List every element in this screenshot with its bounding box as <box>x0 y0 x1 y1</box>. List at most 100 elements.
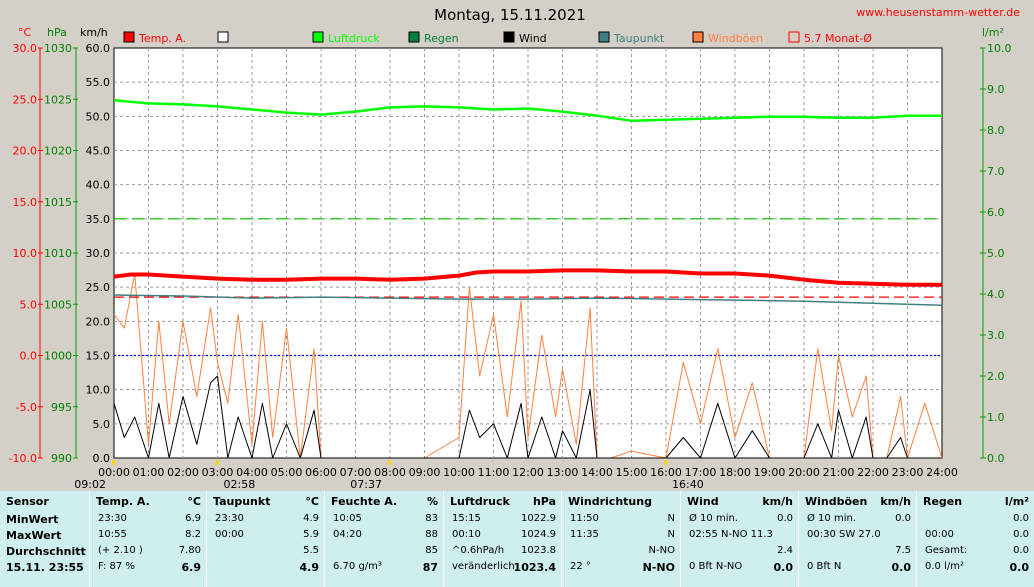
stats-column: Feuchte A.% 10:05 83 04:20 88 85 6.70 g/m³ 87 <box>324 491 444 587</box>
press-tick-label: 1015 <box>44 196 72 209</box>
stats-cell-value: 85 <box>425 545 438 556</box>
press-tick-label: 1005 <box>44 298 72 311</box>
stats-cell-value: 88 <box>425 529 438 540</box>
stats-cell-label: 04:20 <box>333 529 362 540</box>
unit-temp: °C <box>18 26 32 39</box>
rain-tick-label: 1.0 <box>987 411 1005 424</box>
series-luftdruck <box>113 99 942 123</box>
marker-tick <box>388 460 391 465</box>
x-tick-label: 17:00 <box>685 466 717 479</box>
temp-tick-label: 20.0 <box>13 145 38 158</box>
x-tick-label: 21:00 <box>823 466 855 479</box>
stats-cell-value: 6.9 <box>181 561 202 574</box>
marker-label: 02:58 <box>224 478 256 491</box>
rain-tick-label: 5.0 <box>987 247 1005 260</box>
unit-wind: km/h <box>80 26 108 39</box>
stats-cell-value: N <box>667 529 675 540</box>
temp-tick-label: 25.0 <box>13 93 38 106</box>
stats-header: Temp. A. <box>96 495 150 508</box>
marker-label: 09:02 <box>74 478 106 491</box>
unit-rain: l/m² <box>982 26 1004 39</box>
stats-cell-value: N-NO <box>642 561 675 574</box>
row-label-max: MaxWert <box>6 529 62 542</box>
x-tick-label: 16:00 <box>650 466 682 479</box>
stats-cell-label: 02:55 N-NO 11.3 <box>689 529 773 540</box>
temp-tick-label: 15.0 <box>13 196 38 209</box>
wind-tick-label: 50.0 <box>86 110 111 123</box>
stats-cell-value: 8.2 <box>185 529 201 540</box>
legend-label: Taupunkt <box>613 32 665 45</box>
stats-cell-value: 7.80 <box>178 545 201 556</box>
rain-tick-label: 7.0 <box>987 165 1005 178</box>
rain-tick-label: 4.0 <box>987 288 1005 301</box>
stats-unit: km/h <box>880 495 911 508</box>
unit-press: hPa <box>47 26 67 39</box>
stats-unit: °C <box>305 495 319 508</box>
stats-cell-value: 0.0 <box>891 561 912 574</box>
marker-tick <box>215 460 219 465</box>
stats-cell-label: Gesamt: <box>925 545 968 556</box>
stats-cell-value: 2.4 <box>777 545 793 556</box>
marker-label: 16:40 <box>672 478 704 491</box>
stats-cell-label: (+ 2.10 ) <box>98 545 143 556</box>
temp-tick-label: 0.0 <box>20 350 38 363</box>
stats-unit: % <box>426 495 438 508</box>
series-windb-en <box>113 273 943 459</box>
stats-cell-value: 4.9 <box>299 561 320 574</box>
stats-row-labels: Sensor MinWert MaxWert Durchschnitt 15.1… <box>0 491 89 587</box>
stats-cell-label: Ø 10 min. <box>807 513 856 524</box>
rain-tick-label: 6.0 <box>987 206 1005 219</box>
legend-item: Regen <box>408 31 459 45</box>
x-tick-label: 24:00 <box>926 466 958 479</box>
legend-label: Temp. A. <box>138 32 186 45</box>
stats-cell-value: 0.0 <box>1013 545 1029 556</box>
row-label-sensor: Sensor <box>6 495 49 508</box>
temp-tick-label: 5.0 <box>20 298 38 311</box>
legend-label: Wind <box>519 32 547 45</box>
legend-swatch <box>692 31 704 43</box>
x-tick-label: 18:00 <box>719 466 751 479</box>
stats-column: Windböen km/h Ø 10 min. 0.0 00:30 SW 27.0 7.5… <box>798 491 917 587</box>
x-tick-label: 19:00 <box>754 466 786 479</box>
x-tick-label: 15:00 <box>616 466 648 479</box>
stats-cell-label: 0 Bft N <box>807 561 842 572</box>
press-tick-label: 1030 <box>44 42 72 55</box>
temp-tick-label: 30.0 <box>13 42 38 55</box>
legend-item: Wind <box>503 31 547 45</box>
wind-tick-label: 0.0 <box>93 452 111 465</box>
legend-item: Temp. A. <box>123 31 186 45</box>
stats-cell-label: 0 Bft N-NO <box>689 561 743 572</box>
legend-swatch <box>598 31 610 43</box>
series-wind <box>113 375 942 459</box>
x-tick-label: 05:00 <box>271 466 303 479</box>
legend-swatch <box>788 31 800 43</box>
rain-tick-label: 10.0 <box>987 42 1012 55</box>
row-label-min: MinWert <box>6 513 59 526</box>
stats-cell-value: 7.5 <box>895 545 911 556</box>
wind-tick-label: 20.0 <box>86 315 111 328</box>
stats-header: Windrichtung <box>568 495 652 508</box>
stats-cell-label: 22 ° <box>570 561 591 572</box>
stats-column: Wind km/h Ø 10 min. 0.0 02:55 N-NO 11.3 2.4 0 … <box>680 491 799 587</box>
row-label-current: 15.11. 23:55 <box>6 561 84 574</box>
stats-unit: hPa <box>532 495 556 508</box>
stats-cell-label: 00:30 SW 27.0 <box>807 529 881 540</box>
press-tick-label: 1010 <box>44 247 72 260</box>
stats-column: Temp. A. °C 23:30 6.9 10:55 8.2 (+ 2.10 ) 7.80 F… <box>89 491 207 587</box>
stats-cell-label: 6.70 g/m³ <box>333 561 382 572</box>
stats-cell-label: 0.0 l/m² <box>925 561 964 572</box>
stats-cell-label: 10:05 <box>333 513 362 524</box>
x-tick-label: 06:00 <box>305 466 337 479</box>
rain-tick-label: 3.0 <box>987 329 1005 342</box>
legend-swatch <box>312 31 324 43</box>
marker-label: 07:37 <box>350 478 382 491</box>
stats-cell-label: Ø 10 min. <box>689 513 738 524</box>
stats-cell-label: 23:30 <box>215 513 244 524</box>
series-temp-a- <box>113 268 942 287</box>
rain-tick-label: 9.0 <box>987 83 1005 96</box>
temp-tick-label: -10.0 <box>9 452 37 465</box>
legend-swatch <box>217 31 229 43</box>
x-tick-label: 03:00 <box>202 466 234 479</box>
stats-cell-value: 0.0 <box>1009 561 1030 574</box>
stats-cell-label: F: 87 % <box>98 561 135 572</box>
